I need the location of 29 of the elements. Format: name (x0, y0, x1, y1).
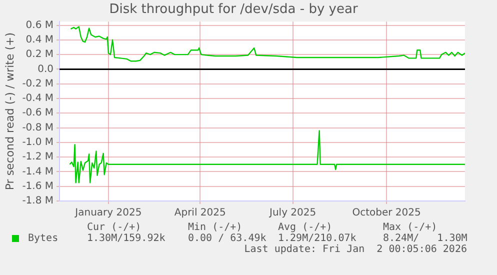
y-tick-label: 0.0 (38, 64, 54, 75)
text: Last update: Fri Jan 2 00:05:06 2026 (244, 244, 467, 255)
y-tick-label: -1.4 M (22, 166, 54, 178)
y-axis-title: Pr second read (-) / write (+) (3, 32, 16, 190)
y-tick-label: -0.8 M (22, 122, 54, 134)
y-tick-label: -1.2 M (22, 152, 54, 163)
y-tick-label: 0.2 M (26, 49, 54, 60)
text: 0.00 / 63.49k (188, 233, 266, 244)
y-tick-label: -0.4 M (22, 93, 54, 104)
text: Min (-/+) (188, 222, 242, 233)
x-tick-label: April 2025 (174, 208, 226, 219)
x-tick-label: October 2025 (352, 208, 421, 219)
y-tick-label: 0.4 M (26, 34, 54, 46)
chart-title: Disk throughput for /dev/sda - by year (109, 2, 358, 18)
text: Avg (-/+) (278, 222, 332, 233)
text: 8.24M/ 1.30M (383, 233, 468, 244)
y-tick-label: -0.2 M (22, 78, 54, 90)
x-tick-label: July 2025 (268, 208, 316, 219)
y-tick-label: 0.6 M (26, 20, 54, 31)
legend-label: Bytes (28, 233, 58, 244)
text: 1.29M/210.07k (278, 233, 356, 244)
text: Max (-/+) (383, 222, 438, 233)
y-tick-label: -1.6 M (22, 180, 54, 192)
text: Cur (-/+) (87, 222, 142, 233)
y-tick-label: -1.0 M (22, 137, 54, 148)
y-tick-label: -1.8 M (22, 196, 54, 207)
y-tick-label: -0.6 M (22, 108, 54, 119)
text: 1.30M/159.92k (87, 233, 166, 244)
x-tick-label: January 2025 (74, 208, 142, 219)
